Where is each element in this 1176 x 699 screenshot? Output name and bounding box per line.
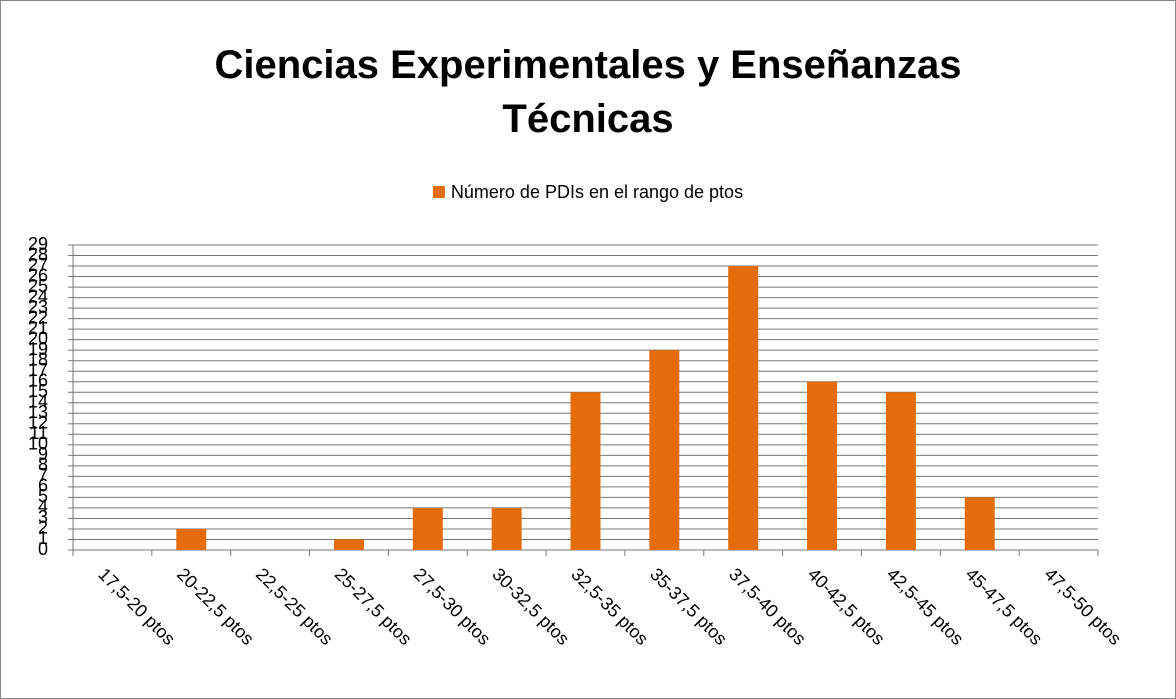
y-tick-label: 13 [28, 402, 48, 422]
bar [964, 497, 995, 550]
y-tick-label: 14 [28, 392, 48, 412]
y-tick-label: 15 [28, 381, 48, 401]
chart-title: Ciencias Experimentales y Enseñanzas Téc… [214, 43, 962, 141]
y-tick-label: 20 [28, 328, 48, 348]
y-tick-label: 28 [28, 244, 48, 264]
y-tick-label: 29 [28, 234, 48, 254]
y-tick-label: 22 [28, 307, 48, 327]
y-tick-label: 26 [28, 265, 48, 285]
y-tick-label: 16 [28, 370, 48, 390]
bar [649, 350, 680, 550]
y-tick-label: 5 [38, 486, 48, 506]
y-tick-label: 0 [38, 539, 48, 559]
legend-swatch [432, 186, 445, 198]
y-tick-label: 25 [28, 276, 48, 296]
bar [728, 266, 759, 550]
y-tick-label: 21 [28, 318, 48, 338]
y-tick-label: 4 [38, 497, 48, 517]
y-tick-label: 1 [38, 528, 48, 548]
bar [176, 528, 207, 550]
bar [807, 381, 838, 550]
bar [570, 392, 601, 550]
y-tick-label: 9 [38, 444, 48, 464]
bar [885, 392, 916, 550]
y-tick-label: 8 [38, 455, 48, 475]
y-tick-label: 17 [28, 360, 48, 380]
y-tick-label: 10 [28, 434, 48, 454]
y-tick-label: 6 [38, 476, 48, 496]
y-tick-label: 3 [38, 507, 48, 527]
y-tick-label: 2 [38, 518, 48, 538]
bar [333, 539, 364, 550]
y-tick-label: 23 [28, 297, 48, 317]
bar [491, 507, 522, 550]
y-tick-label: 7 [38, 465, 48, 485]
y-tick-label: 19 [28, 339, 48, 359]
y-tick-label: 18 [28, 349, 48, 369]
y-tick-label: 11 [29, 423, 48, 443]
bar [412, 507, 443, 550]
y-tick-label: 24 [28, 286, 48, 306]
y-tick-label: 12 [28, 413, 48, 433]
y-tick-label: 27 [28, 255, 48, 275]
legend-label: Número de PDIs en el rango de ptos [451, 182, 743, 202]
